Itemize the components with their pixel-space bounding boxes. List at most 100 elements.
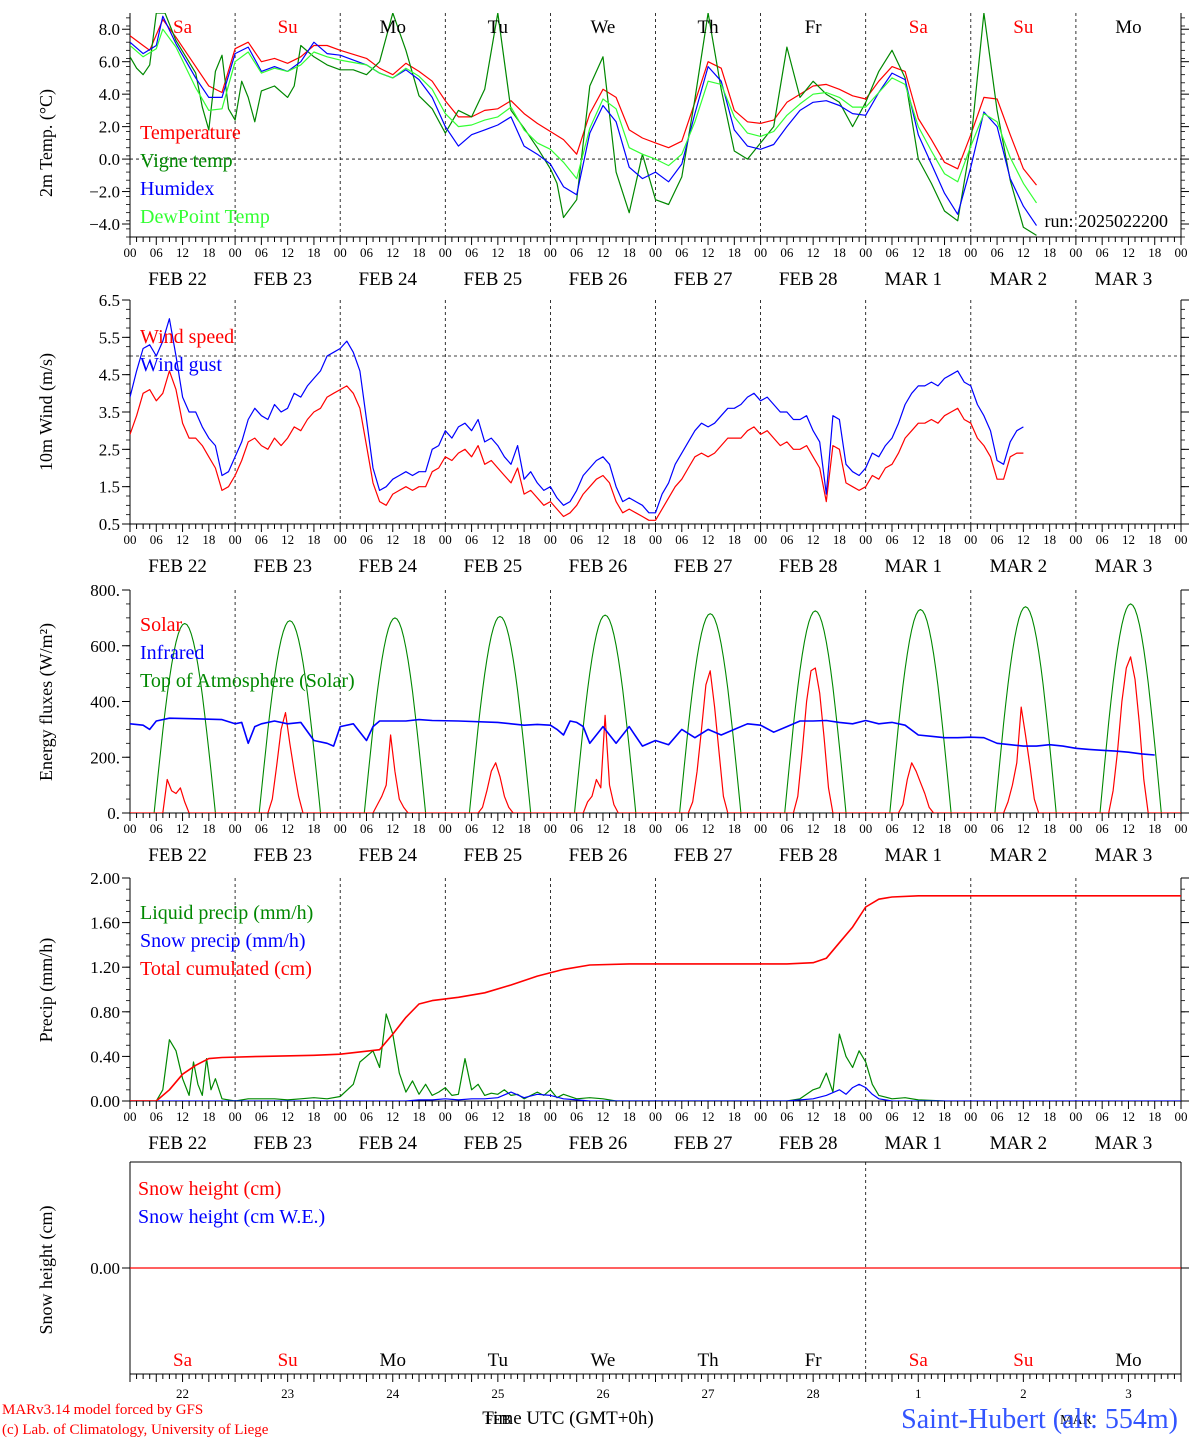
hour-tick-label: 18 xyxy=(413,532,426,547)
hour-tick-label: 18 xyxy=(938,821,951,836)
y-tick-label: 1.5 xyxy=(99,478,120,497)
hour-tick-label: 06 xyxy=(255,821,269,836)
hour-tick-label: 06 xyxy=(885,245,899,260)
date-label: MAR 2 xyxy=(990,1133,1048,1154)
hour-tick-label: 18 xyxy=(202,532,215,547)
hour-tick-label: 06 xyxy=(150,532,164,547)
y-axis-title: 2m Temp. (°C) xyxy=(36,89,57,197)
hour-tick-label: 12 xyxy=(1122,821,1135,836)
hour-tick-label: 00 xyxy=(859,532,872,547)
hour-tick-label: 00 xyxy=(229,245,242,260)
day-of-week-label: Mo xyxy=(380,17,406,38)
y-tick-label: 2.5 xyxy=(99,440,120,459)
hour-tick-label: 06 xyxy=(1096,821,1110,836)
y-axis-title: Snow height (cm) xyxy=(36,1206,57,1335)
hour-tick-label: 06 xyxy=(885,1109,899,1124)
hour-tick-label: 00 xyxy=(964,821,977,836)
date-label: FEB 24 xyxy=(358,269,417,290)
date-label: FEB 27 xyxy=(674,269,733,290)
y-axis-title: Precip (mm/h) xyxy=(36,938,57,1042)
hour-tick-label: 18 xyxy=(1148,821,1161,836)
date-label: FEB 22 xyxy=(148,845,207,866)
y-tick-label: 0.0 xyxy=(99,150,120,169)
hour-tick-label: 12 xyxy=(596,1109,609,1124)
hour-tick-label: 12 xyxy=(702,821,715,836)
hour-tick-label: 06 xyxy=(1096,1109,1110,1124)
hour-tick-label: 00 xyxy=(229,821,242,836)
hour-tick-label: 12 xyxy=(281,821,294,836)
series-group xyxy=(130,895,1181,1101)
hour-tick-label: 18 xyxy=(202,821,215,836)
date-label: MAR 2 xyxy=(990,845,1048,866)
legend-entry: Solar xyxy=(140,614,183,636)
day-of-week-label: Mo xyxy=(1115,17,1141,38)
date-label: FEB 23 xyxy=(253,1133,312,1154)
date-label: FEB 27 xyxy=(674,845,733,866)
hour-tick-label: 00 xyxy=(439,532,452,547)
day-of-week-label: Th xyxy=(697,17,719,38)
hour-tick-label: 06 xyxy=(360,1109,374,1124)
series-1 xyxy=(130,318,1024,514)
hour-tick-label: 00 xyxy=(754,821,767,836)
hour-tick-label: 06 xyxy=(570,821,584,836)
panel-1: 8.0 6.0 4.0 2.0 0.0 −2.0 −4.0 2m Temp. (°C) 00 06… xyxy=(36,13,1189,290)
date-label: FEB 23 xyxy=(253,845,312,866)
date-label: FEB 23 xyxy=(253,269,312,290)
hour-tick-label: 00 xyxy=(334,1109,347,1124)
series-group xyxy=(130,603,1181,813)
date-label: FEB 24 xyxy=(358,556,417,577)
hour-tick-label: 06 xyxy=(885,532,899,547)
hour-tick-label: 12 xyxy=(1122,532,1135,547)
hour-tick-label: 06 xyxy=(255,245,269,260)
y-tick-label: −2.0 xyxy=(89,183,120,202)
hour-tick-label: 18 xyxy=(413,245,426,260)
series-2 xyxy=(130,895,1181,1101)
y-axis-title: 10m Wind (m/s) xyxy=(36,353,57,471)
panel-5: 0.00 Snow height (cm) Snow height (cm) Snow… xyxy=(36,1161,1189,1382)
hour-tick-label: 00 xyxy=(439,245,452,260)
date-label: FEB 24 xyxy=(358,1133,417,1154)
hour-tick-label: 00 xyxy=(1069,1109,1082,1124)
y-tick-label: 0.80 xyxy=(90,1003,120,1022)
hour-tick-label: 06 xyxy=(360,245,374,260)
legend-entry: Top of Atmosphere (Solar) xyxy=(140,670,355,692)
hour-tick-label: 12 xyxy=(912,821,925,836)
hour-tick-label: 12 xyxy=(807,532,820,547)
hour-tick-label: 18 xyxy=(728,1109,741,1124)
date-label: FEB 26 xyxy=(569,845,628,866)
hour-tick-label: 12 xyxy=(386,532,399,547)
hour-tick-label: 12 xyxy=(1122,245,1135,260)
hour-tick-label: 06 xyxy=(255,1109,269,1124)
hour-tick-label: 00 xyxy=(334,532,347,547)
date-label: FEB 27 xyxy=(674,556,733,577)
hour-tick-label: 18 xyxy=(202,245,215,260)
y-tick-label: 400. xyxy=(90,693,120,712)
hour-tick-label: 00 xyxy=(124,1109,137,1124)
hour-tick-label: 06 xyxy=(780,821,794,836)
date-label: FEB 25 xyxy=(464,1133,523,1154)
hour-tick-label: 18 xyxy=(1148,1109,1161,1124)
hour-tick-label: 12 xyxy=(281,245,294,260)
hour-tick-label: 00 xyxy=(124,532,137,547)
hour-tick-label: 06 xyxy=(780,1109,794,1124)
hour-tick-label: 00 xyxy=(229,532,242,547)
hour-tick-label: 18 xyxy=(728,821,741,836)
day-of-week-label: Mo xyxy=(380,1350,406,1371)
hour-tick-label: 00 xyxy=(544,1109,557,1124)
y-axis-title: Energy fluxes (W/m²) xyxy=(36,623,57,781)
hour-tick-label: 18 xyxy=(307,821,320,836)
y-tick-label: 2.0 xyxy=(99,118,120,137)
date-label: MAR 3 xyxy=(1095,556,1153,577)
hour-tick-label: 12 xyxy=(176,245,189,260)
hour-tick-label: 12 xyxy=(491,821,504,836)
y-tick-label: 0.5 xyxy=(99,515,120,534)
hour-tick-label: 00 xyxy=(1069,245,1082,260)
hour-tick-label: 12 xyxy=(702,245,715,260)
hour-tick-label: 06 xyxy=(1096,532,1110,547)
hour-tick-label: 18 xyxy=(728,245,741,260)
hour-tick-label: 06 xyxy=(150,1109,164,1124)
day-of-week-label: We xyxy=(591,17,616,38)
hour-tick-label: 12 xyxy=(596,245,609,260)
date-label: MAR 3 xyxy=(1095,1133,1153,1154)
